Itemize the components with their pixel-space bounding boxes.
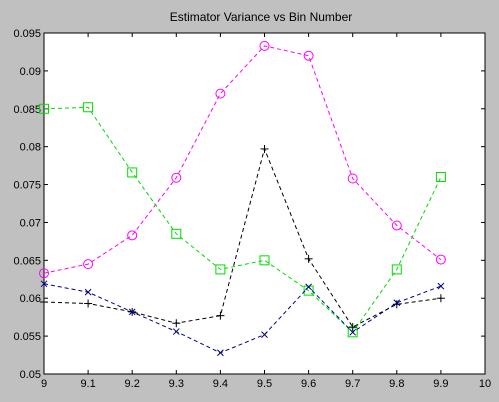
square-marker <box>83 102 94 113</box>
x-tick-label: 9.7 <box>345 378 360 390</box>
series-layer <box>39 40 446 357</box>
x-tick-label: 9.8 <box>389 378 404 390</box>
square-marker <box>39 103 49 114</box>
circle-marker <box>83 259 94 270</box>
x-marker <box>172 328 180 335</box>
square-marker <box>435 171 446 182</box>
y-tick-label: 0.09 <box>20 66 41 78</box>
series-plus <box>40 144 445 332</box>
y-tick-label: 0.055 <box>13 331 41 343</box>
y-tick-label: 0.06 <box>20 293 41 305</box>
x-tick-label: 9.9 <box>433 378 448 390</box>
series-square <box>39 102 446 338</box>
y-tick-label: 0.075 <box>13 180 41 192</box>
square-marker <box>171 228 182 239</box>
y-tick-label: 0.07 <box>20 217 41 229</box>
plus-marker <box>348 323 357 332</box>
series-circle <box>39 40 446 279</box>
circle-marker <box>171 172 182 183</box>
plus-marker <box>172 319 181 328</box>
circle-marker <box>259 40 270 51</box>
series-line <box>43 283 442 354</box>
x-marker <box>349 328 357 336</box>
y-tick-label: 0.05 <box>20 369 41 381</box>
series-line <box>43 147 441 328</box>
x-tick-label: 9.1 <box>80 378 95 390</box>
circle-marker <box>39 268 49 279</box>
circle-marker <box>391 220 402 231</box>
circle-marker <box>347 173 358 184</box>
x-tick-label: 9 <box>41 378 47 390</box>
x-tick-label: 9.4 <box>213 378 228 390</box>
x-tick-label: 9.3 <box>169 378 184 390</box>
square-marker <box>215 264 226 275</box>
x-marker <box>128 308 136 316</box>
square-marker <box>127 167 138 178</box>
circle-marker <box>127 230 138 241</box>
x-marker <box>217 349 224 357</box>
y-tick-label: 0.08 <box>20 142 41 154</box>
series-x <box>40 280 445 357</box>
x-marker <box>393 299 401 307</box>
x-marker <box>261 331 268 338</box>
x-tick-label: 9.6 <box>301 378 316 390</box>
x-marker <box>84 288 92 296</box>
circle-marker <box>435 254 446 265</box>
plus-marker <box>216 311 225 320</box>
x-marker <box>305 283 312 291</box>
y-tick-label: 0.095 <box>13 28 41 40</box>
x-tick-label: 10 <box>479 378 491 390</box>
y-tick-label: 0.065 <box>13 255 41 267</box>
x-marker <box>40 280 48 288</box>
y-tick-label: 0.085 <box>13 104 41 116</box>
circle-marker <box>215 88 226 99</box>
x-tick-label: 9.2 <box>125 378 140 390</box>
x-marker <box>437 282 445 290</box>
square-marker <box>259 255 270 266</box>
plot-area <box>43 32 486 375</box>
x-tick-label: 9.5 <box>257 378 272 390</box>
y-axis-ticks: 0.05 0.055 0.06 0.065 0.07 0.075 0.08 0.085 0.09… <box>13 28 485 381</box>
x-axis-ticks: 9 9.1 9.2 9.3 9.4 9.5 9.6 9.7 9.8 9.9 10 <box>41 33 491 390</box>
chart-title: Estimator Variance vs Bin Number <box>170 10 353 24</box>
plus-marker <box>260 144 269 153</box>
series-line <box>43 45 442 274</box>
square-marker <box>303 285 314 296</box>
plus-marker <box>84 299 93 308</box>
plus-marker <box>304 254 313 263</box>
plus-marker <box>436 294 445 303</box>
plus-marker <box>40 298 48 307</box>
square-marker <box>391 264 402 275</box>
circle-marker <box>303 50 314 61</box>
